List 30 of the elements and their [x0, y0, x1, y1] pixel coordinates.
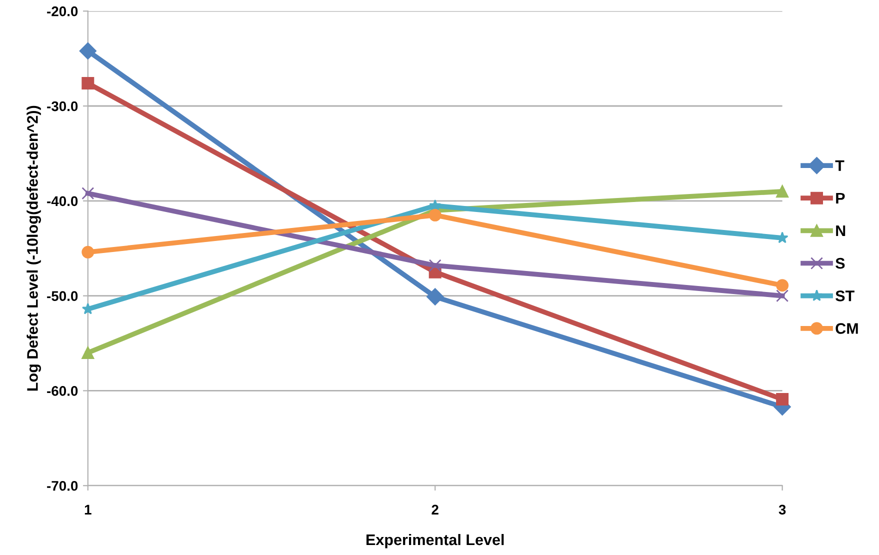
point	[428, 259, 442, 272]
point	[82, 187, 94, 200]
x-tick-label: 1	[84, 504, 92, 514]
point	[776, 290, 789, 302]
y-tick-label: -40.0	[47, 196, 78, 206]
legend-label: S	[836, 258, 845, 269]
legend-label: N	[836, 226, 846, 236]
y-tick-label: -30.0	[47, 101, 78, 112]
point	[776, 393, 789, 406]
point	[82, 246, 94, 258]
y-tick-label: -20.0	[47, 6, 78, 16]
point	[428, 208, 442, 222]
point	[426, 288, 444, 306]
legend-label: P	[836, 192, 845, 204]
legend-label: ST	[836, 290, 854, 302]
y-tick-label: -70.0	[47, 480, 78, 491]
legend-label: CM	[836, 323, 858, 334]
legend-label: T	[835, 160, 844, 171]
x-tick-label: 2	[432, 504, 438, 514]
point	[82, 76, 94, 90]
x-axis-title: Experimental Level	[366, 534, 504, 548]
point	[776, 279, 789, 292]
y-tick-label: -50.0	[47, 291, 78, 301]
y-tick-label: -60.0	[47, 386, 78, 396]
x-tick-label: 3	[778, 504, 786, 515]
point	[79, 42, 96, 60]
point	[82, 346, 94, 360]
point	[429, 199, 442, 211]
y-axis-title: Log Defect Level (-10log(defect-den^2))	[26, 106, 41, 391]
point	[776, 185, 789, 198]
